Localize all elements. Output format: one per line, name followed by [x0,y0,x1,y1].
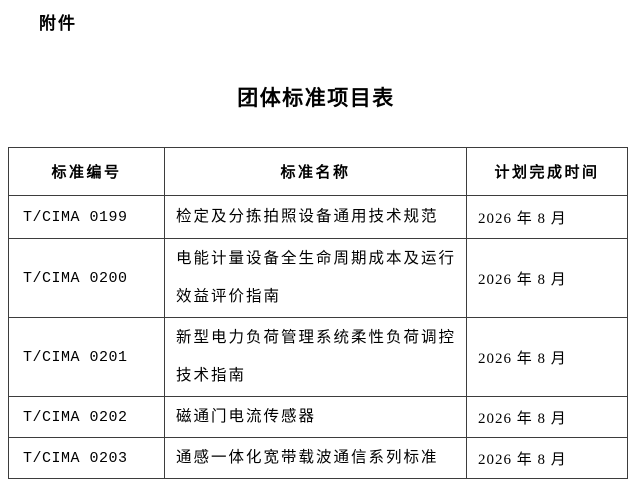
header-standard-name: 标准名称 [164,147,467,196]
standard-name-cell: 电能计量设备全生命周期成本及运行效益评价指南 [164,238,467,318]
standard-name-cell: 通感一体化宽带载波通信系列标准 [164,437,467,479]
table-row: T/CIMA 0200 电能计量设备全生命周期成本及运行效益评价指南 2026 年 … [8,238,628,318]
completion-date-cell: 2026 年 8 月 [466,195,628,239]
standard-code-cell: T/CIMA 0199 [8,195,165,239]
table-row: T/CIMA 0199 检定及分拣拍照设备通用技术规范 2026 年 8 月 [8,195,628,239]
standards-table: 标准编号 标准名称 计划完成时间 T/CIMA 0199 检定及分拣拍照设备通用技… [8,147,628,479]
standard-name-cell: 新型电力负荷管理系统柔性负荷调控技术指南 [164,317,467,397]
completion-date-cell: 2026 年 8 月 [466,317,628,397]
standard-name-cell: 检定及分拣拍照设备通用技术规范 [164,195,467,239]
header-standard-code: 标准编号 [8,147,165,196]
attachment-label: 附件 [39,14,77,33]
completion-date-cell: 2026 年 8 月 [466,437,628,479]
table-row: T/CIMA 0201 新型电力负荷管理系统柔性负荷调控技术指南 2026 年 8 … [8,317,628,397]
completion-date-cell: 2026 年 8 月 [466,238,628,318]
table-row: T/CIMA 0202 磁通门电流传感器 2026 年 8 月 [8,396,628,438]
standard-code-cell: T/CIMA 0202 [8,396,165,438]
standard-code-cell: T/CIMA 0203 [8,437,165,479]
completion-date-cell: 2026 年 8 月 [466,396,628,438]
standard-name-cell: 磁通门电流传感器 [164,396,467,438]
standard-code-cell: T/CIMA 0200 [8,238,165,318]
table-header-row: 标准编号 标准名称 计划完成时间 [8,147,628,196]
standards-table-body: T/CIMA 0199 检定及分拣拍照设备通用技术规范 2026 年 8 月 T/CI… [8,195,628,479]
table-row: T/CIMA 0203 通感一体化宽带载波通信系列标准 2026 年 8 月 [8,437,628,479]
header-planned-completion-time: 计划完成时间 [466,147,628,196]
standard-code-cell: T/CIMA 0201 [8,317,165,397]
page-title: 团体标准项目表 [237,86,395,110]
